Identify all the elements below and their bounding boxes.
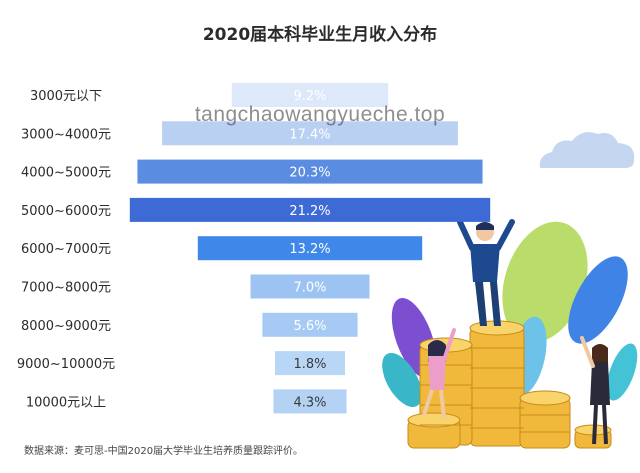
category-label-4: 6000~7000元 <box>21 242 111 257</box>
bar-8 <box>273 389 347 414</box>
woman-figure-right-icon <box>580 336 610 445</box>
source-note: 数据来源：麦可思-中国2020届大学毕业生培养质量跟踪评价。 <box>24 446 304 457</box>
watermark-text: tangchaowangyueche.top <box>194 103 446 126</box>
bar-6 <box>262 312 358 337</box>
bar-7 <box>275 351 345 376</box>
bar-2 <box>137 159 483 184</box>
bar-value-label-2: 20.3% <box>289 166 330 181</box>
bar-5 <box>250 274 370 299</box>
category-label-0: 3000元以下 <box>30 89 102 104</box>
woman-figure-left-icon <box>422 328 456 419</box>
bar-1 <box>162 121 458 146</box>
bar-value-label-6: 5.6% <box>293 319 326 334</box>
bar-value-label-7: 1.8% <box>293 357 326 372</box>
category-label-2: 4000~5000元 <box>21 166 111 181</box>
bar-0 <box>231 83 389 107</box>
bar-value-label-3: 21.2% <box>289 204 330 219</box>
category-label-6: 8000~9000元 <box>21 319 111 334</box>
category-label-5: 7000~8000元 <box>21 281 111 296</box>
businessman-figure-icon <box>457 219 515 326</box>
category-label-8: 10000元以上 <box>26 395 106 410</box>
chart-title: 2020届本科毕业生月收入分布 <box>202 25 438 45</box>
category-label-7: 9000~10000元 <box>17 357 115 372</box>
bar-3 <box>129 197 491 222</box>
bar-value-label-5: 7.0% <box>293 281 326 296</box>
bar-4 <box>197 236 423 261</box>
category-label-3: 5000~6000元 <box>21 204 111 219</box>
bar-value-label-4: 13.2% <box>289 242 330 257</box>
bar-value-label-8: 4.3% <box>293 395 326 410</box>
bar-value-label-0: 9.2% <box>293 89 326 104</box>
category-label-1: 3000~4000元 <box>21 127 111 142</box>
bar-value-label-1: 17.4% <box>289 127 330 142</box>
cloud-icon <box>539 132 635 168</box>
